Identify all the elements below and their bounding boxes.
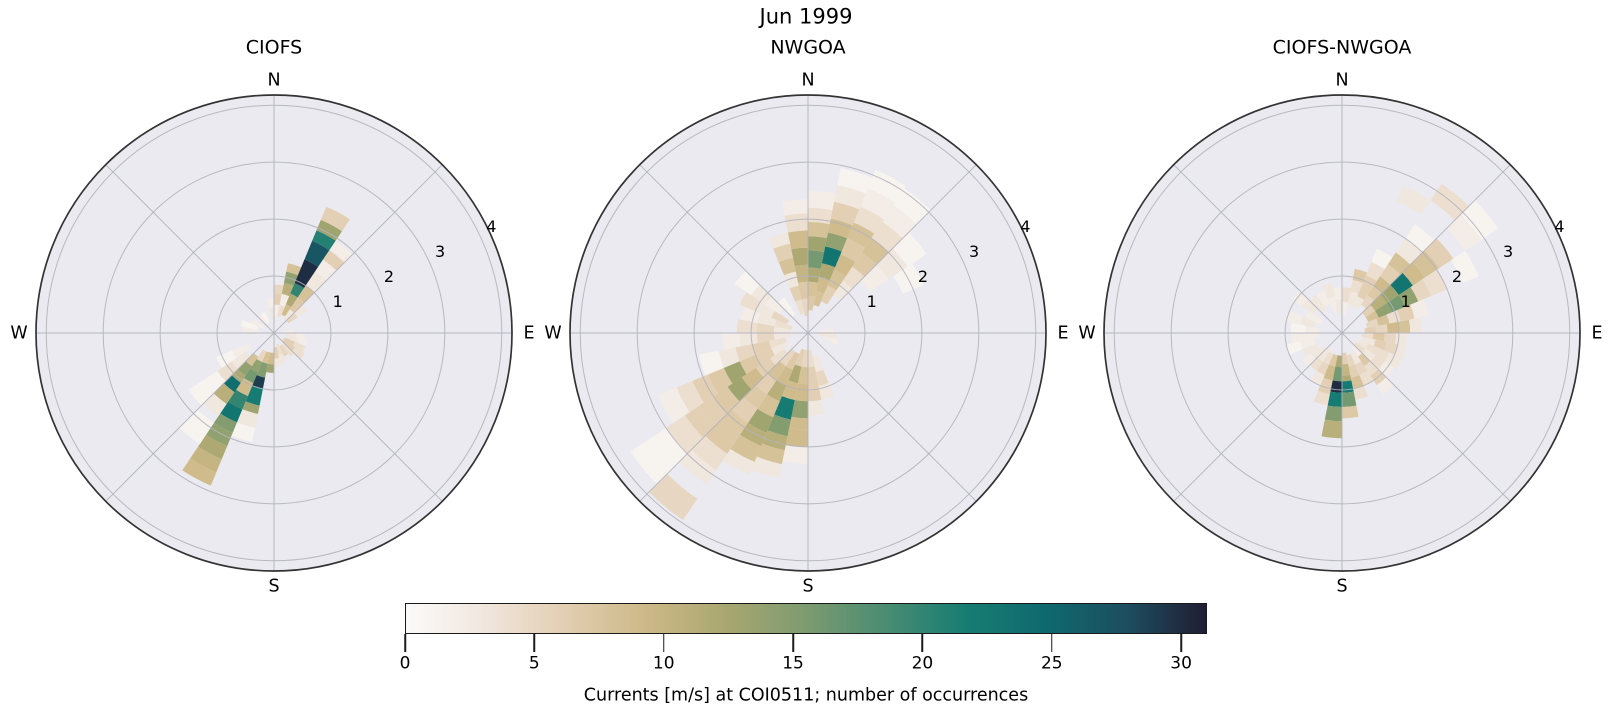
colorbar-tick bbox=[921, 634, 924, 652]
colorbar-tick bbox=[1051, 634, 1053, 652]
colorbar-tick-label: 0 bbox=[399, 653, 411, 674]
radial-tick-label: 1 bbox=[1400, 291, 1411, 311]
figure-title: Jun 1999 bbox=[759, 4, 853, 29]
cardinal-label-n: N bbox=[801, 70, 815, 91]
colorbar-label: Currents [m/s] at COI0511; number of occ… bbox=[583, 685, 1029, 706]
colorbar-tick-label: 5 bbox=[528, 653, 540, 674]
cardinal-label-s: S bbox=[1336, 576, 1348, 597]
colorbar-tick-label: 30 bbox=[1170, 653, 1192, 674]
radial-tick-label: 2 bbox=[917, 266, 929, 286]
subplot-title-ciofs: CIOFS bbox=[245, 36, 303, 59]
colorbar-tick bbox=[533, 634, 536, 652]
colorbar-tick-label: 20 bbox=[911, 653, 934, 674]
radial-tick-label: 3 bbox=[435, 241, 446, 261]
cardinal-label-w: W bbox=[10, 323, 28, 344]
cardinal-label-n: N bbox=[267, 70, 281, 91]
radial-tick-label: 4 bbox=[486, 217, 497, 237]
radial-tick-label: 4 bbox=[1020, 217, 1031, 237]
cardinal-label-w: W bbox=[1078, 323, 1096, 344]
radial-tick-label: 3 bbox=[1503, 241, 1514, 261]
radial-tick-label: 4 bbox=[1554, 217, 1565, 237]
radial-tick-label: 2 bbox=[1451, 266, 1463, 286]
colorbar-gradient bbox=[405, 603, 1207, 634]
cardinal-label-e: E bbox=[1591, 323, 1603, 344]
colorbar-tick-label: 15 bbox=[782, 653, 804, 674]
colorbar-tick bbox=[1180, 634, 1182, 652]
colorbar-tick bbox=[792, 634, 794, 652]
radial-tick-label: 3 bbox=[969, 241, 980, 261]
colorbar-tick bbox=[662, 634, 665, 652]
radial-tick-label: 1 bbox=[866, 291, 877, 311]
cardinal-label-e: E bbox=[523, 323, 535, 344]
colorbar-tick-label: 10 bbox=[652, 653, 675, 674]
cardinal-label-n: N bbox=[1335, 70, 1349, 91]
colorbar-tick bbox=[404, 634, 406, 652]
subplot-title-nwgoa: NWGOA bbox=[770, 36, 846, 59]
colorbar-tick-label: 25 bbox=[1040, 653, 1063, 674]
cardinal-label-s: S bbox=[802, 576, 814, 597]
cardinal-label-w: W bbox=[544, 323, 562, 344]
cardinal-label-e: E bbox=[1057, 323, 1069, 344]
subplot-title-ciofs-nwgoa: CIOFS-NWGOA bbox=[1272, 36, 1412, 59]
cardinal-label-s: S bbox=[268, 576, 280, 597]
radial-tick-label: 2 bbox=[383, 266, 395, 286]
radial-tick-label: 1 bbox=[332, 291, 343, 311]
